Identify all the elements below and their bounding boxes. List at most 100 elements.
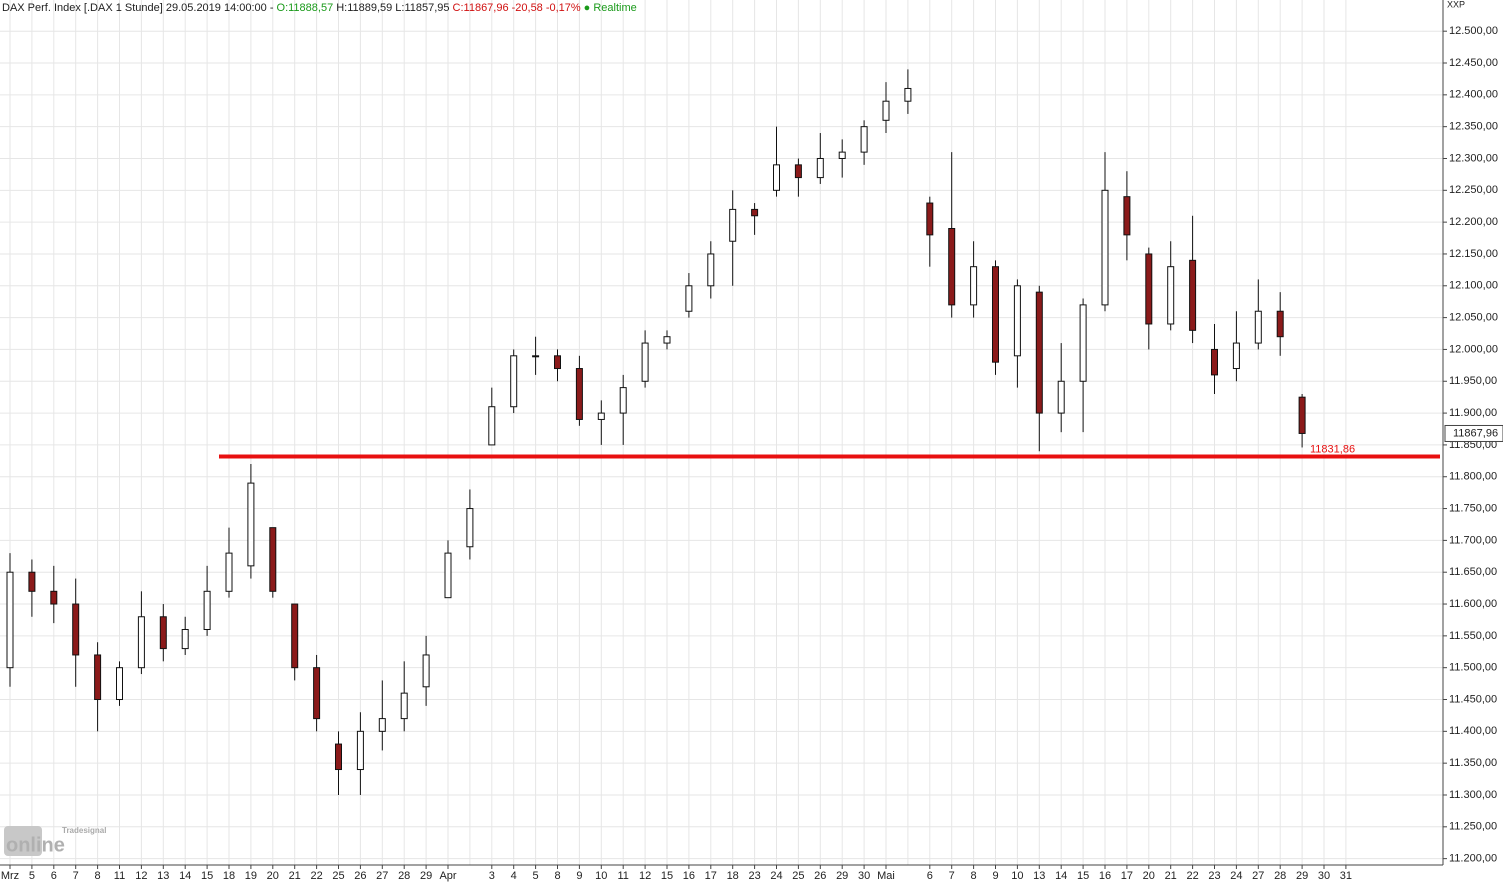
x-tick-label: 7 [949,870,955,882]
x-tick-label: 5 [533,870,539,882]
x-tick-label: 13 [157,870,169,882]
x-tick-label: 21 [1165,870,1177,882]
candle-body [970,266,978,306]
candle-body [28,571,36,592]
x-tick-label: 24 [1230,870,1242,882]
y-tick-label: 12.450,00 [1449,57,1498,69]
x-tick-label: 14 [1055,870,1067,882]
x-tick-label: 21 [289,870,301,882]
y-tick-label: 12.500,00 [1449,25,1498,37]
candle-body [444,552,452,599]
x-tick-label: Mai [877,870,895,882]
y-tick-label: 12.250,00 [1449,184,1498,196]
candle-body [50,590,58,605]
candle-body [1254,310,1262,344]
low-value: L:11857,95 [395,2,450,14]
instrument: DAX Perf. Index [.DAX 1 Stunde] 29.05.20… [2,2,274,14]
x-tick-label: 27 [376,870,388,882]
y-tick-label: 12.100,00 [1449,280,1498,292]
x-tick-label: 26 [354,870,366,882]
y-tick-label: 12.050,00 [1449,312,1498,324]
x-tick-label: 10 [595,870,607,882]
candle-body [904,87,912,102]
x-tick-label: 16 [683,870,695,882]
candle-body [72,603,80,656]
candle-body [313,667,321,720]
x-tick-label: 9 [576,870,582,882]
x-tick-label: 22 [1186,870,1198,882]
x-tick-label: 12 [639,870,651,882]
x-tick-label: 12 [135,870,147,882]
x-tick-label: 13 [1033,870,1045,882]
x-tick-label: 19 [245,870,257,882]
x-tick-label: 17 [705,870,717,882]
y-tick-label: 11.250,00 [1449,821,1497,833]
candle-body [860,126,868,153]
y-tick-label: 12.350,00 [1449,121,1498,133]
y-tick-label: 11.750,00 [1449,502,1497,514]
candle-body [707,253,715,287]
candle-body [597,412,605,420]
x-tick-label: 4 [511,870,517,882]
candle-body [926,202,934,236]
candle-body [619,387,627,414]
candle-body [641,342,649,382]
candle-body [1035,291,1043,414]
x-tick-label: 23 [748,870,760,882]
candle-body [116,667,123,701]
x-tick-label: 28 [398,870,410,882]
x-tick-label: 11 [114,870,125,882]
x-tick-label: 15 [201,870,213,882]
logo-name: online [6,834,65,856]
x-tick-label: Mrz [1,870,19,882]
candle-body [356,730,364,771]
x-tick-label: 24 [770,870,782,882]
candle-body [1101,189,1109,306]
logo-box [4,826,42,856]
candle-body [816,157,824,179]
x-tick-label: 29 [420,870,432,882]
candle-body [685,285,693,312]
open-value: O:11888,57 [276,2,334,14]
x-tick-label: 25 [792,870,804,882]
candle-body [247,482,255,567]
y-tick-label: 11.900,00 [1449,407,1497,419]
x-tick-label: 18 [727,870,739,882]
x-tick-label: 27 [1252,870,1264,882]
last-price-label: 11867,96 [1453,427,1498,439]
x-tick-label: Apr [439,870,456,882]
y-tick-label: 12.400,00 [1449,89,1498,101]
candle-body [1145,253,1153,325]
x-tick-label: 9 [992,870,998,882]
candle-body [159,616,167,650]
y-tick-label: 11.350,00 [1449,757,1497,769]
candle-body [992,266,999,363]
x-tick-label: 7 [73,870,79,882]
support-label: 11831,86 [1310,443,1355,455]
candle-body [663,336,671,344]
x-tick-label: 20 [1143,870,1155,882]
candle-body [269,527,277,592]
y-tick-label: 11.800,00 [1449,471,1497,483]
candle-body [1276,310,1284,338]
y-tick-label: 12.000,00 [1449,343,1498,355]
candle-body [466,508,474,548]
candle-body [488,406,496,446]
candle-body [1123,196,1131,236]
x-tick-label: 29 [836,870,848,882]
candle-body [6,571,14,669]
y-tick-label: 11.700,00 [1449,534,1497,546]
y-tick-label: 11.300,00 [1449,789,1497,801]
status: Realtime [593,2,637,14]
change-pct: -0,17% [545,2,581,14]
x-tick-label: 16 [1099,870,1111,882]
y-tick-label: 11.400,00 [1449,725,1497,737]
candle-body [1079,304,1087,382]
x-tick-label: 3 [489,870,495,882]
candle-body [400,692,408,720]
candle-body [1013,285,1021,357]
candle-body [1057,380,1065,414]
x-tick-label: 17 [1121,870,1133,882]
last-price-tag [1444,424,1503,442]
candle-body [773,164,780,191]
